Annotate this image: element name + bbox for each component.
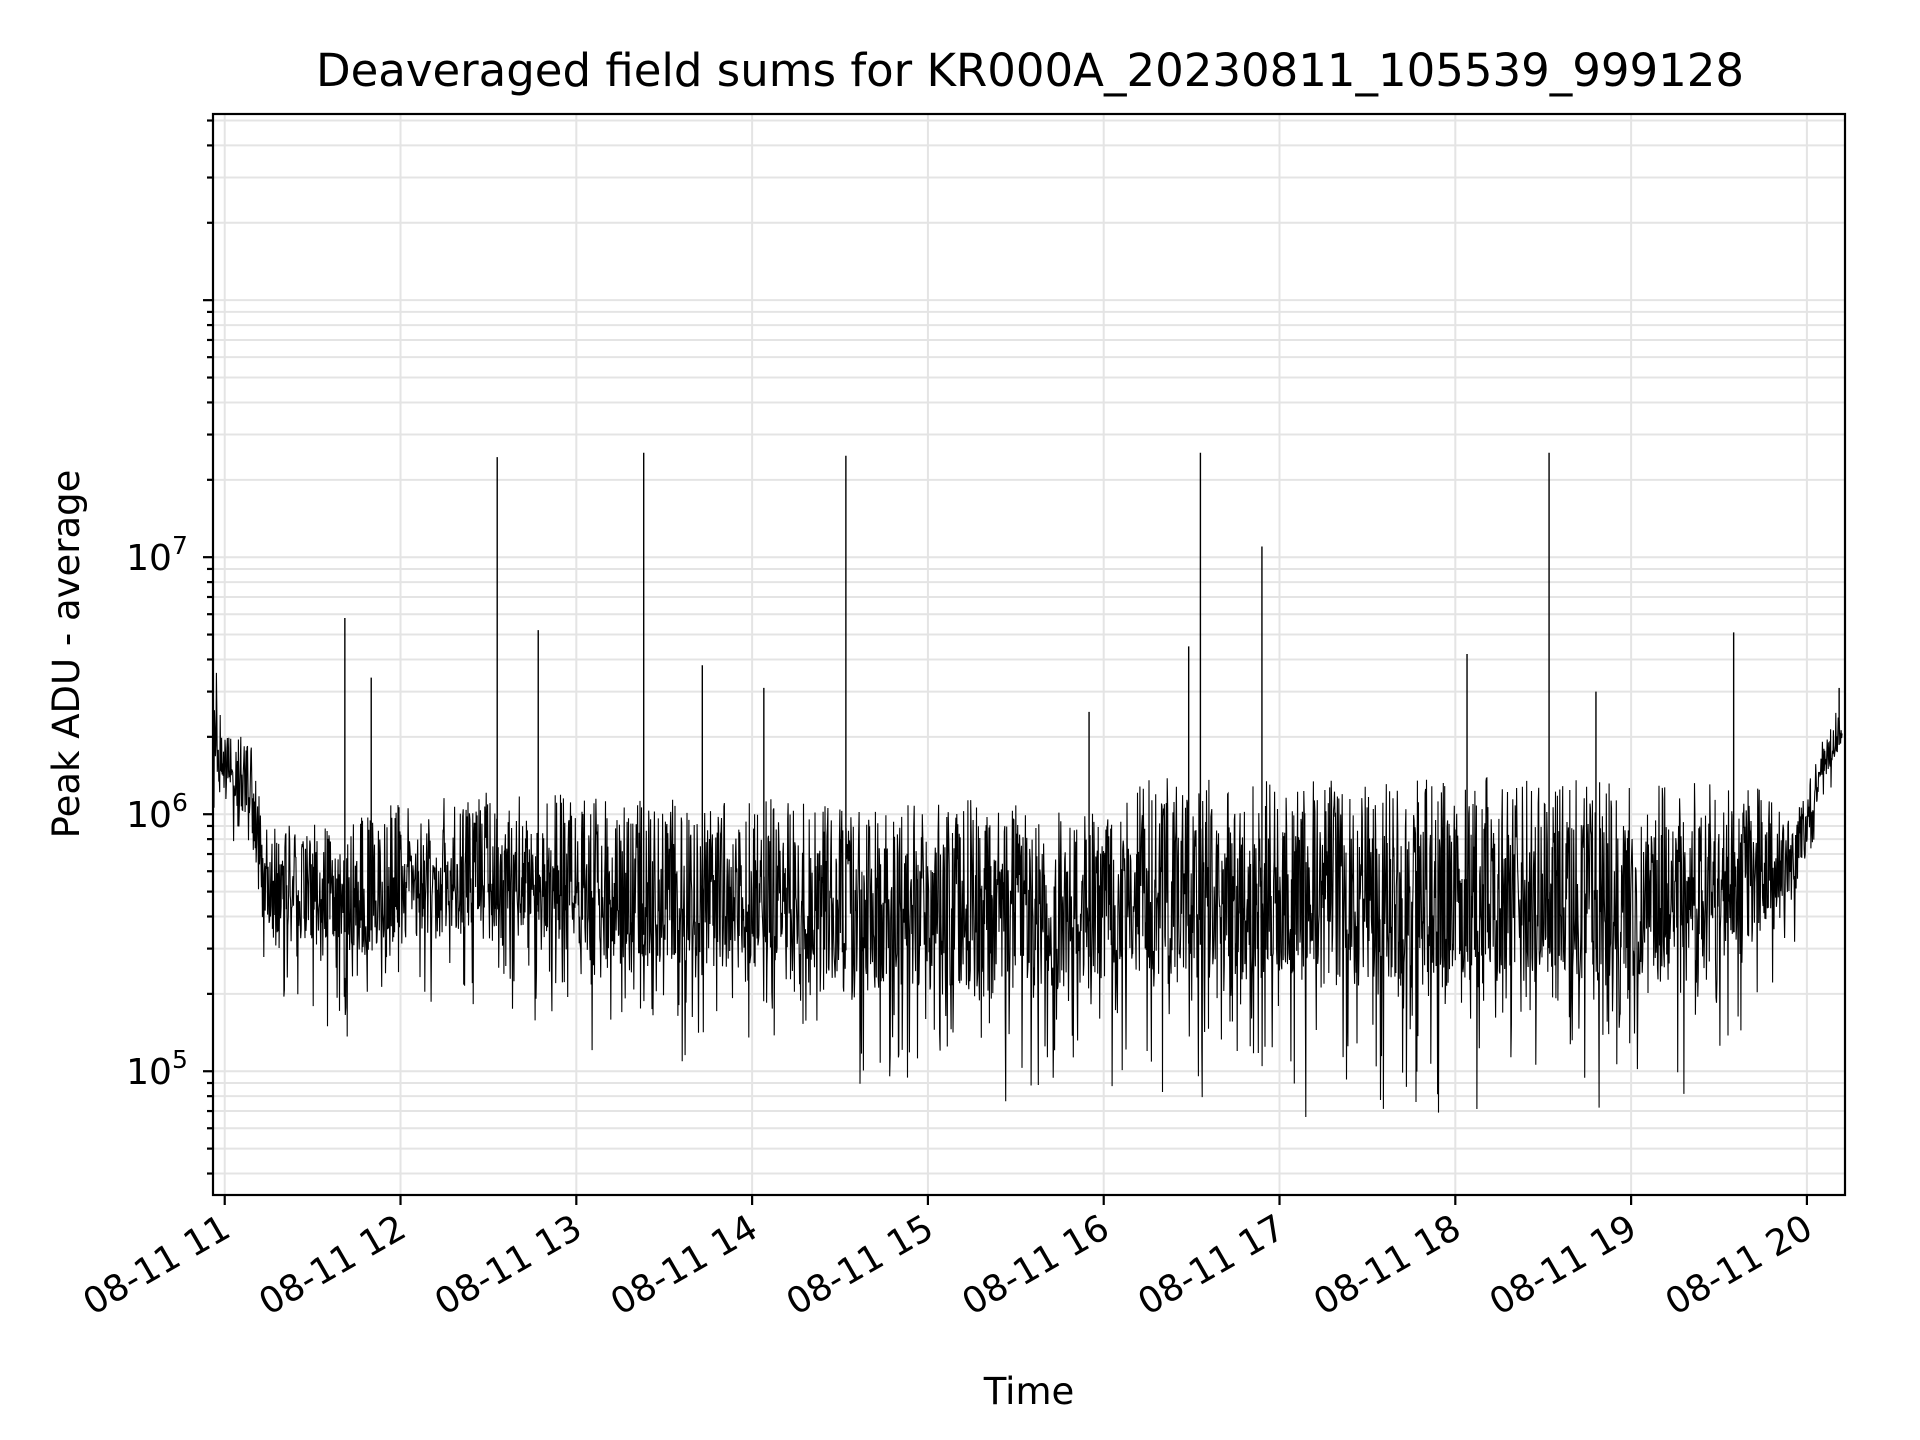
plot-frame: [211, 112, 1847, 1197]
chart-title: Deaveraged field sums for KR000A_2023081…: [316, 44, 1744, 97]
x-tick-label: 08-11 14: [604, 1207, 765, 1323]
x-tick-label: 08-11 16: [956, 1207, 1117, 1323]
grid: [213, 114, 1845, 1195]
x-tick-label: 08-11 20: [1659, 1207, 1820, 1323]
y-axis: 105 106 107: [126, 119, 213, 1175]
x-axis-label: Time: [983, 1370, 1075, 1413]
x-tick-label: 08-11 19: [1483, 1207, 1644, 1323]
x-tick-label: 08-11 12: [252, 1207, 413, 1323]
x-axis: 08-11 11 08-11 12 08-11 13 08-11 14 08-11 15…: [77, 1195, 1820, 1324]
x-tick-label: 08-11 17: [1131, 1207, 1292, 1323]
y-axis-label: Peak ADU - average: [45, 470, 88, 839]
y-tick-label: 106: [126, 788, 188, 836]
series-line: [212, 452, 1843, 1118]
y-tick-label: 107: [126, 531, 188, 579]
x-tick-label: 08-11 13: [428, 1207, 589, 1323]
x-tick-label: 08-11 11: [77, 1207, 238, 1323]
series-trace: [212, 672, 1843, 1118]
x-tick-label: 08-11 15: [780, 1207, 941, 1323]
y-tick-label: 105: [126, 1045, 188, 1093]
x-tick-label: 08-11 18: [1307, 1207, 1468, 1323]
